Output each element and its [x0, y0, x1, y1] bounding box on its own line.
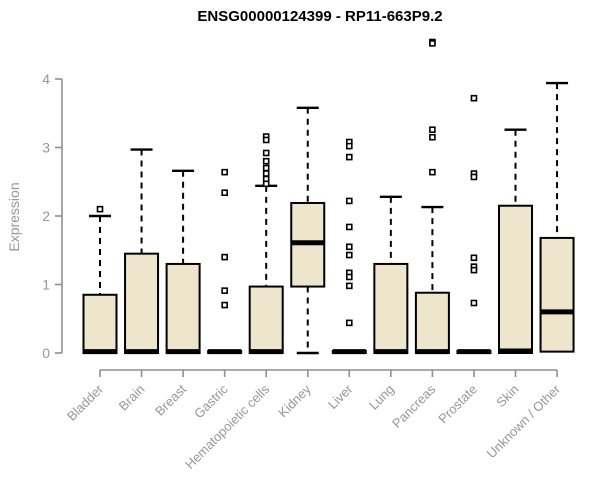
outlier-point	[345, 273, 353, 281]
outlier-point	[345, 251, 353, 259]
outlier-point	[262, 164, 270, 172]
x-tick-label: Prostate	[435, 382, 480, 427]
box	[248, 285, 284, 354]
box	[539, 236, 575, 353]
box	[414, 291, 450, 354]
x-tick-label: Kidney	[275, 381, 314, 420]
box	[165, 262, 201, 355]
x-tick-label: Liver	[325, 381, 356, 412]
y-tick-label: 0	[42, 345, 50, 361]
chart-title: ENSG00000124399 - RP11-663P9.2	[197, 8, 443, 25]
y-tick-label: 4	[42, 71, 50, 87]
outlier-point	[262, 157, 270, 165]
x-tick-label: Unknown / Other	[484, 381, 564, 461]
box	[373, 262, 409, 355]
outlier-point	[262, 170, 270, 177]
outlier-point	[221, 287, 228, 294]
x-tick-label: Lung	[366, 382, 397, 413]
outlier-point	[470, 254, 478, 262]
outlier-point	[262, 136, 270, 144]
outlier-point	[345, 153, 353, 161]
outlier-point	[470, 266, 478, 274]
outlier-point	[221, 301, 228, 309]
outlier-point	[345, 197, 353, 205]
outlier-point	[221, 189, 228, 197]
outlier-point	[345, 223, 353, 231]
x-tick-label: Pancreas	[389, 381, 439, 431]
outlier-point	[429, 133, 436, 141]
x-tick-label: Brain	[116, 382, 148, 414]
x-tick-label: Breast	[152, 381, 189, 418]
outlier-point	[345, 243, 353, 251]
outlier-point	[221, 168, 228, 176]
outlier-point	[262, 149, 270, 157]
outlier-point	[345, 319, 353, 327]
box	[82, 293, 118, 354]
y-tick-label: 2	[42, 208, 50, 224]
y-tick-label: 1	[42, 277, 50, 293]
outlier-point	[221, 253, 228, 261]
box	[498, 204, 533, 354]
box	[124, 252, 160, 354]
outlier-point	[96, 205, 104, 213]
y-tick-label: 3	[42, 140, 50, 156]
outlier-point	[470, 173, 478, 181]
outlier-point	[429, 168, 436, 176]
outlier-point	[262, 180, 270, 188]
outlier-point	[345, 282, 353, 290]
outlier-point	[470, 94, 478, 102]
x-tick-label: Bladder	[64, 381, 107, 424]
x-tick-label: Skin	[493, 382, 521, 410]
x-tick-label: Gastric	[191, 381, 231, 421]
outlier-point	[345, 142, 353, 150]
outlier-point	[429, 40, 436, 47]
outlier-point	[429, 126, 436, 133]
outlier-point	[470, 299, 478, 307]
